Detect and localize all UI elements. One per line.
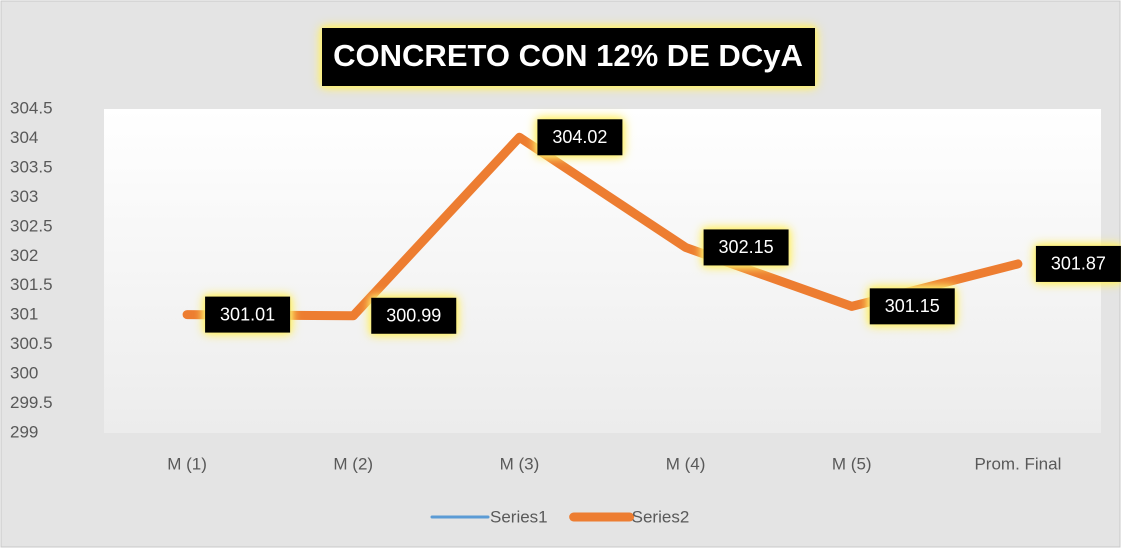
y-tick-label: 301.5 (10, 275, 53, 294)
y-tick-label: 302.5 (10, 216, 53, 235)
x-tick-label: M (3) (500, 454, 540, 473)
x-tick-label: M (1) (167, 454, 207, 473)
data-label-box (703, 229, 789, 266)
x-tick-label: M (4) (666, 454, 706, 473)
y-tick-label: 303 (10, 187, 38, 206)
y-tick-label: 300.5 (10, 334, 53, 353)
y-tick-label: 303.5 (10, 157, 53, 176)
y-tick-label: 301 (10, 305, 38, 324)
data-label: 300.99 (386, 306, 441, 326)
data-label-box (1035, 245, 1121, 282)
x-tick-label: M (2) (333, 454, 373, 473)
x-tick-label: M (5) (832, 454, 872, 473)
y-tick-label: 299 (10, 422, 38, 441)
data-label-box (869, 288, 955, 325)
data-label-box (205, 296, 291, 333)
y-tick-label: 304.5 (10, 98, 53, 117)
y-tick-label: 302 (10, 246, 38, 265)
legend-label: Series1 (490, 507, 548, 526)
title-box (322, 28, 815, 86)
x-tick-label: Prom. Final (974, 454, 1061, 473)
y-tick-label: 304 (10, 128, 38, 147)
data-label-box (371, 297, 457, 334)
legend-label: Series2 (632, 507, 690, 526)
plot-area (104, 109, 1101, 433)
data-label: 304.02 (552, 127, 607, 147)
data-label: 301.87 (1051, 254, 1106, 274)
chart-title: CONCRETO CON 12% DE DCyA (333, 38, 803, 73)
data-label-box (537, 119, 623, 156)
data-label: 301.15 (885, 296, 940, 316)
y-tick-label: 299.5 (10, 393, 53, 412)
data-label: 301.01 (220, 304, 275, 324)
data-label: 302.15 (719, 237, 774, 257)
y-tick-label: 300 (10, 364, 38, 383)
